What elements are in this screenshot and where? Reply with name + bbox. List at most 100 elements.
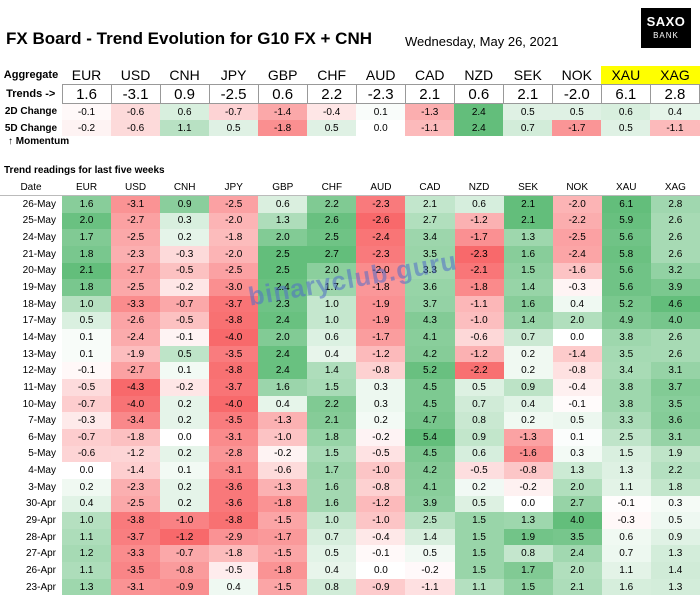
value-cell: -0.6 bbox=[62, 445, 112, 463]
value-cell: 0.7 bbox=[454, 395, 504, 413]
value-cell: -0.5 bbox=[209, 562, 259, 579]
column-header: SEK bbox=[503, 180, 553, 196]
data-row: 27-Apr 1.2 -3.3 -0.7 -1.8 -1.5 0.5 -0.1 0.5 1.5 0.… bbox=[0, 545, 700, 563]
value-cell: 2.4 bbox=[258, 345, 308, 363]
value-cell: -1.6 bbox=[503, 445, 553, 463]
value-cell: -0.3 bbox=[62, 412, 112, 429]
column-header: AUD bbox=[356, 180, 406, 196]
value-cell: 4.9 bbox=[601, 312, 651, 330]
date-cell: 29-Apr bbox=[25, 514, 56, 526]
value-cell: 0.1 bbox=[62, 329, 112, 346]
date-cell: 3-May bbox=[28, 481, 56, 493]
value-cell: 0.4 bbox=[209, 578, 259, 595]
value-cell: -0.9 bbox=[160, 578, 210, 595]
data-row: 24-May 1.7 -2.5 0.2 -1.8 2.0 2.5 -2.4 3.4 -1.7 1.3… bbox=[0, 229, 700, 246]
value-cell: -2.9 bbox=[209, 528, 259, 546]
value-cell: -1.4 bbox=[552, 345, 602, 363]
value-cell: -1.5 bbox=[258, 545, 308, 563]
value-cell: 1.6 bbox=[601, 578, 651, 595]
date-cell: 18-May bbox=[22, 298, 56, 310]
value-cell: 0.5 bbox=[209, 120, 259, 136]
value-cell: 1.5 bbox=[601, 445, 651, 463]
value-cell: 0.1 bbox=[160, 462, 210, 479]
value-cell: -1.2 bbox=[454, 212, 504, 230]
value-cell: 0.0 bbox=[356, 120, 406, 136]
report-date: Wednesday, May 26, 2021 bbox=[405, 34, 559, 49]
value-cell: 1.3 bbox=[650, 545, 700, 563]
value-cell: 1.6 bbox=[258, 379, 308, 396]
column-header: CHF bbox=[317, 67, 347, 83]
value-cell: 1.4 bbox=[405, 528, 455, 546]
value-cell: 3.1 bbox=[650, 362, 700, 380]
value-cell: -3.3 bbox=[111, 545, 161, 563]
column-header: CNH bbox=[169, 67, 200, 83]
value-cell: 0.9 bbox=[503, 379, 553, 396]
value-cell: 0.3 bbox=[552, 445, 602, 463]
value-cell: -1.9 bbox=[356, 312, 406, 330]
value-cell: 1.4 bbox=[503, 279, 553, 296]
value-cell: 0.4 bbox=[258, 395, 308, 413]
data-row: 6-May -0.7 -1.8 0.0 -3.1 -1.0 1.8 -0.2 5.4 0.9 -1.… bbox=[0, 428, 700, 446]
value-cell: -1.8 bbox=[209, 229, 259, 246]
value-cell: -1.3 bbox=[405, 103, 455, 120]
value-cell: 2.1 bbox=[404, 84, 455, 104]
value-cell: -1.5 bbox=[258, 512, 308, 529]
value-cell: 0.1 bbox=[62, 345, 112, 363]
data-row: 26-Apr 1.1 -3.5 -0.8 -0.5 -1.8 0.4 0.0 -0.2 1.5 1.… bbox=[0, 562, 700, 579]
momentum-note: ↑ Momentum bbox=[8, 136, 70, 147]
value-cell: 5.4 bbox=[405, 428, 455, 446]
value-cell: 1.2 bbox=[62, 545, 112, 563]
value-cell: 5.6 bbox=[601, 229, 651, 246]
value-cell: 3.6 bbox=[405, 279, 455, 296]
value-cell: -0.1 bbox=[552, 395, 602, 413]
value-cell: -0.8 bbox=[356, 478, 406, 496]
date-cell: 4-May bbox=[28, 465, 56, 477]
value-cell: -0.2 bbox=[160, 379, 210, 396]
value-cell: 2.4 bbox=[258, 312, 308, 330]
value-cell: 2.5 bbox=[258, 262, 308, 280]
value-cell: -1.6 bbox=[552, 262, 602, 280]
data-row: 14-May 0.1 -2.4 -0.1 -4.0 2.0 0.6 -1.7 4.1 -0.6 0.… bbox=[0, 329, 700, 346]
data-row: 25-May 2.0 -2.7 0.3 -2.0 1.3 2.6 -2.6 2.7 -1.2 2.1… bbox=[0, 212, 700, 230]
value-cell: -1.1 bbox=[650, 120, 700, 136]
value-cell: -2.5 bbox=[209, 262, 259, 280]
value-cell: 0.2 bbox=[356, 412, 406, 429]
value-cell: -0.6 bbox=[454, 329, 504, 346]
value-cell: 0.0 bbox=[356, 562, 406, 579]
value-cell: -0.3 bbox=[160, 245, 210, 263]
date-cell: 19-May bbox=[22, 282, 56, 294]
value-cell: -0.2 bbox=[258, 445, 308, 463]
value-cell: -0.2 bbox=[405, 562, 455, 579]
value-cell: -1.2 bbox=[160, 528, 210, 546]
value-cell: 0.6 bbox=[160, 103, 210, 120]
value-cell: 4.3 bbox=[405, 312, 455, 330]
date-cell: 14-May bbox=[22, 331, 56, 343]
value-cell: 0.7 bbox=[503, 329, 553, 346]
value-cell: -2.4 bbox=[111, 329, 161, 346]
value-cell: -1.3 bbox=[258, 478, 308, 496]
value-cell: 0.2 bbox=[454, 478, 504, 496]
value-cell: 1.5 bbox=[454, 545, 504, 563]
value-cell: 5.6 bbox=[601, 262, 651, 280]
value-cell: 0.0 bbox=[552, 329, 602, 346]
value-cell: 0.3 bbox=[356, 395, 406, 413]
value-cell: 2.4 bbox=[454, 103, 504, 120]
value-cell: 0.9 bbox=[160, 195, 210, 213]
column-header: AUD bbox=[365, 67, 396, 83]
data-row: 10-May -0.7 -4.0 0.2 -4.0 0.4 2.2 0.3 4.5 0.7 0.4-… bbox=[0, 395, 700, 413]
value-cell: 2.5 bbox=[258, 245, 308, 263]
value-cell: -0.6 bbox=[111, 103, 161, 120]
value-cell: 1.7 bbox=[307, 462, 357, 479]
column-header: SEK bbox=[513, 67, 542, 83]
value-cell: -1.0 bbox=[258, 428, 308, 446]
value-cell: -4.0 bbox=[209, 329, 259, 346]
value-cell: 2.0 bbox=[552, 312, 602, 330]
value-cell: -0.5 bbox=[160, 312, 210, 330]
date-cell: 12-May bbox=[22, 365, 56, 377]
data-row: 11-May -0.5 -4.3 -0.2 -3.7 1.6 1.5 0.3 4.5 0.5 0.9… bbox=[0, 379, 700, 396]
value-cell: 2.6 bbox=[650, 329, 700, 346]
value-cell: 2.4 bbox=[552, 545, 602, 563]
value-cell: -2.0 bbox=[552, 195, 602, 213]
value-cell: 2.4 bbox=[454, 120, 504, 136]
value-cell: 1.8 bbox=[62, 245, 112, 263]
